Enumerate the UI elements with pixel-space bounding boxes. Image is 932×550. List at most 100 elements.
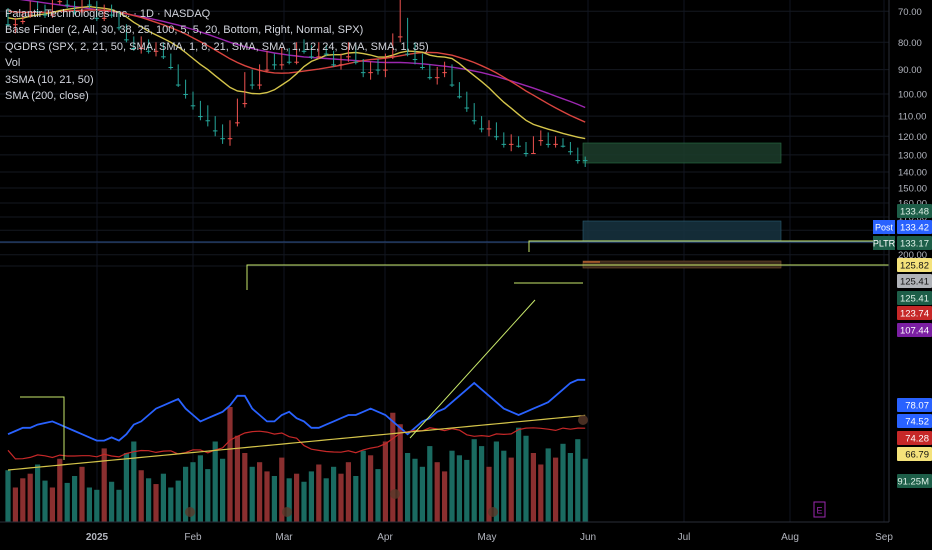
- price-axis-label: 170.00: [898, 213, 927, 224]
- candle-body: [286, 61, 292, 63]
- candle-body: [301, 50, 307, 52]
- volume-bar: [12, 487, 18, 522]
- price-axis-label: 80.00: [898, 38, 922, 49]
- tag-ind-3: 74.28: [905, 434, 929, 445]
- earnings-flag: [813, 501, 826, 518]
- price-axis-label: 100.00: [898, 90, 927, 101]
- candle-body: [212, 130, 218, 132]
- volume-bar: [560, 443, 566, 522]
- volume-bar: [479, 446, 485, 522]
- volume-bar: [545, 448, 551, 522]
- volume-bar: [301, 481, 307, 522]
- candle-body: [545, 143, 551, 145]
- candle-body: [316, 56, 322, 58]
- target-zone-upper: [582, 142, 782, 164]
- tag-post-label-bg: [873, 220, 895, 234]
- tag-ticker: PLTR: [873, 239, 896, 249]
- candle-body: [227, 138, 233, 140]
- volume-bar: [234, 435, 240, 522]
- tag-ma50-bg: [897, 323, 932, 337]
- volume-bar: [375, 469, 381, 522]
- tag-ind-4-bg: [897, 447, 932, 461]
- volume-bars: [5, 407, 588, 522]
- volume-bar: [27, 473, 33, 522]
- time-axis-label: 2025: [86, 532, 109, 543]
- tag-pivot-3-bg: [897, 291, 932, 305]
- volume-bar: [530, 453, 536, 522]
- candle-body: [390, 56, 396, 58]
- volume-bar: [257, 462, 263, 522]
- candle-body: [568, 151, 573, 153]
- volume-bar: [116, 489, 122, 522]
- volume-bar: [123, 453, 129, 522]
- volume-bar: [190, 462, 196, 522]
- volume-bar: [442, 471, 448, 522]
- tag-pivot-3: 125.41: [900, 294, 929, 305]
- candle-body: [471, 120, 477, 122]
- tag-ind-4: 66.79: [905, 450, 929, 461]
- volume-bar: [205, 469, 211, 522]
- price-axis-label: 90.00: [898, 65, 922, 76]
- chart-legend: Palantir Technologies Inc. · 1D · NASDAQ…: [5, 6, 429, 104]
- candle-body: [434, 77, 440, 79]
- price-axis-label: 140.00: [898, 168, 927, 179]
- volume-bar: [397, 424, 403, 522]
- candle-body: [420, 66, 425, 68]
- volume-bar: [345, 462, 351, 522]
- candle-body: [368, 72, 373, 74]
- candle-body: [64, 4, 70, 6]
- volume-bar: [146, 478, 152, 522]
- volume-bar: [79, 466, 85, 522]
- time-axis-label: Feb: [184, 532, 202, 543]
- candle-body: [479, 128, 484, 130]
- candle-body: [494, 136, 499, 138]
- time-axis[interactable]: 2025 Feb Mar Apr May Jun Jul Aug Sep: [0, 521, 893, 543]
- volume-bar: [508, 457, 514, 522]
- legend-line-vol: Vol: [5, 57, 21, 70]
- tag-last-price: 133.17: [900, 239, 929, 250]
- candle-body: [5, 24, 11, 26]
- volume-bar: [368, 455, 374, 522]
- volume-bar: [279, 457, 285, 522]
- candle-body: [20, 21, 26, 23]
- volume-bar: [449, 450, 455, 522]
- legend-line-qgdrs: QGDRS (SPX, 2, 21, 50, SMA, SMA, 1, 8, 2…: [5, 40, 429, 53]
- volume-bar: [109, 481, 115, 522]
- candle-body: [109, 14, 114, 16]
- volume-bar: [582, 458, 588, 522]
- candle-body: [116, 27, 122, 29]
- trend-line: [409, 299, 536, 439]
- candle-body: [264, 69, 270, 71]
- volume-bar: [220, 458, 226, 522]
- candle-body: [309, 56, 314, 58]
- volume-bar: [264, 471, 270, 522]
- candle-body: [124, 39, 129, 41]
- volume-bar: [86, 487, 92, 522]
- candle-body: [560, 145, 566, 147]
- candle-body: [272, 64, 277, 66]
- candle-body: [257, 84, 262, 86]
- volume-bar: [242, 453, 248, 522]
- candle-body: [412, 59, 418, 61]
- volume-bar: [168, 487, 174, 522]
- candle-body: [35, 11, 40, 13]
- time-axis-label: Jun: [580, 532, 596, 543]
- tag-ticker-bg: [873, 236, 895, 250]
- volume-bar: [331, 466, 337, 522]
- time-axis-label: Aug: [781, 532, 799, 543]
- volume-bar: [456, 455, 462, 522]
- volume-ma-line: [7, 427, 586, 460]
- rs-line: [7, 378, 586, 442]
- price-axis-label: 160.00: [898, 198, 927, 209]
- time-axis-label: Sep: [875, 532, 893, 543]
- candle-body: [449, 84, 455, 86]
- candle-body: [338, 64, 344, 66]
- candle-body: [575, 160, 581, 162]
- volume-bar: [101, 448, 107, 522]
- candle-body: [538, 140, 544, 142]
- volume-bar: [353, 476, 359, 522]
- candle-body: [42, 14, 48, 16]
- tag-ind-2-bg: [897, 414, 932, 428]
- time-axis-label: Mar: [275, 532, 293, 543]
